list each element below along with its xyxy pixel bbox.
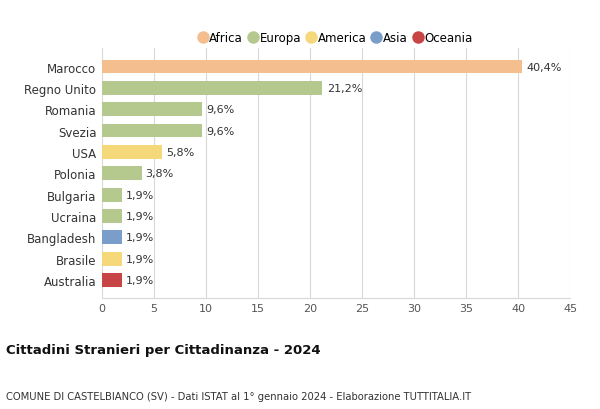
Text: 5,8%: 5,8%: [166, 148, 195, 157]
Bar: [102, 61, 522, 74]
Bar: [102, 167, 142, 181]
Bar: [102, 146, 163, 160]
Bar: [102, 252, 122, 266]
Text: 1,9%: 1,9%: [126, 190, 154, 200]
Bar: [102, 209, 122, 223]
Bar: [102, 124, 202, 138]
Text: Cittadini Stranieri per Cittadinanza - 2024: Cittadini Stranieri per Cittadinanza - 2…: [6, 343, 320, 356]
Text: 9,6%: 9,6%: [206, 126, 234, 136]
Bar: [102, 103, 202, 117]
Text: COMUNE DI CASTELBIANCO (SV) - Dati ISTAT al 1° gennaio 2024 - Elaborazione TUTTI: COMUNE DI CASTELBIANCO (SV) - Dati ISTAT…: [6, 391, 471, 401]
Bar: [102, 188, 122, 202]
Text: 1,9%: 1,9%: [126, 211, 154, 221]
Bar: [102, 273, 122, 287]
Text: 1,9%: 1,9%: [126, 254, 154, 264]
Legend: Africa, Europa, America, Asia, Oceania: Africa, Europa, America, Asia, Oceania: [195, 27, 477, 50]
Text: 1,9%: 1,9%: [126, 275, 154, 285]
Text: 3,8%: 3,8%: [146, 169, 174, 179]
Bar: [102, 82, 322, 96]
Text: 21,2%: 21,2%: [326, 84, 362, 94]
Text: 40,4%: 40,4%: [526, 62, 562, 72]
Text: 1,9%: 1,9%: [126, 233, 154, 243]
Bar: [102, 231, 122, 245]
Text: 9,6%: 9,6%: [206, 105, 234, 115]
